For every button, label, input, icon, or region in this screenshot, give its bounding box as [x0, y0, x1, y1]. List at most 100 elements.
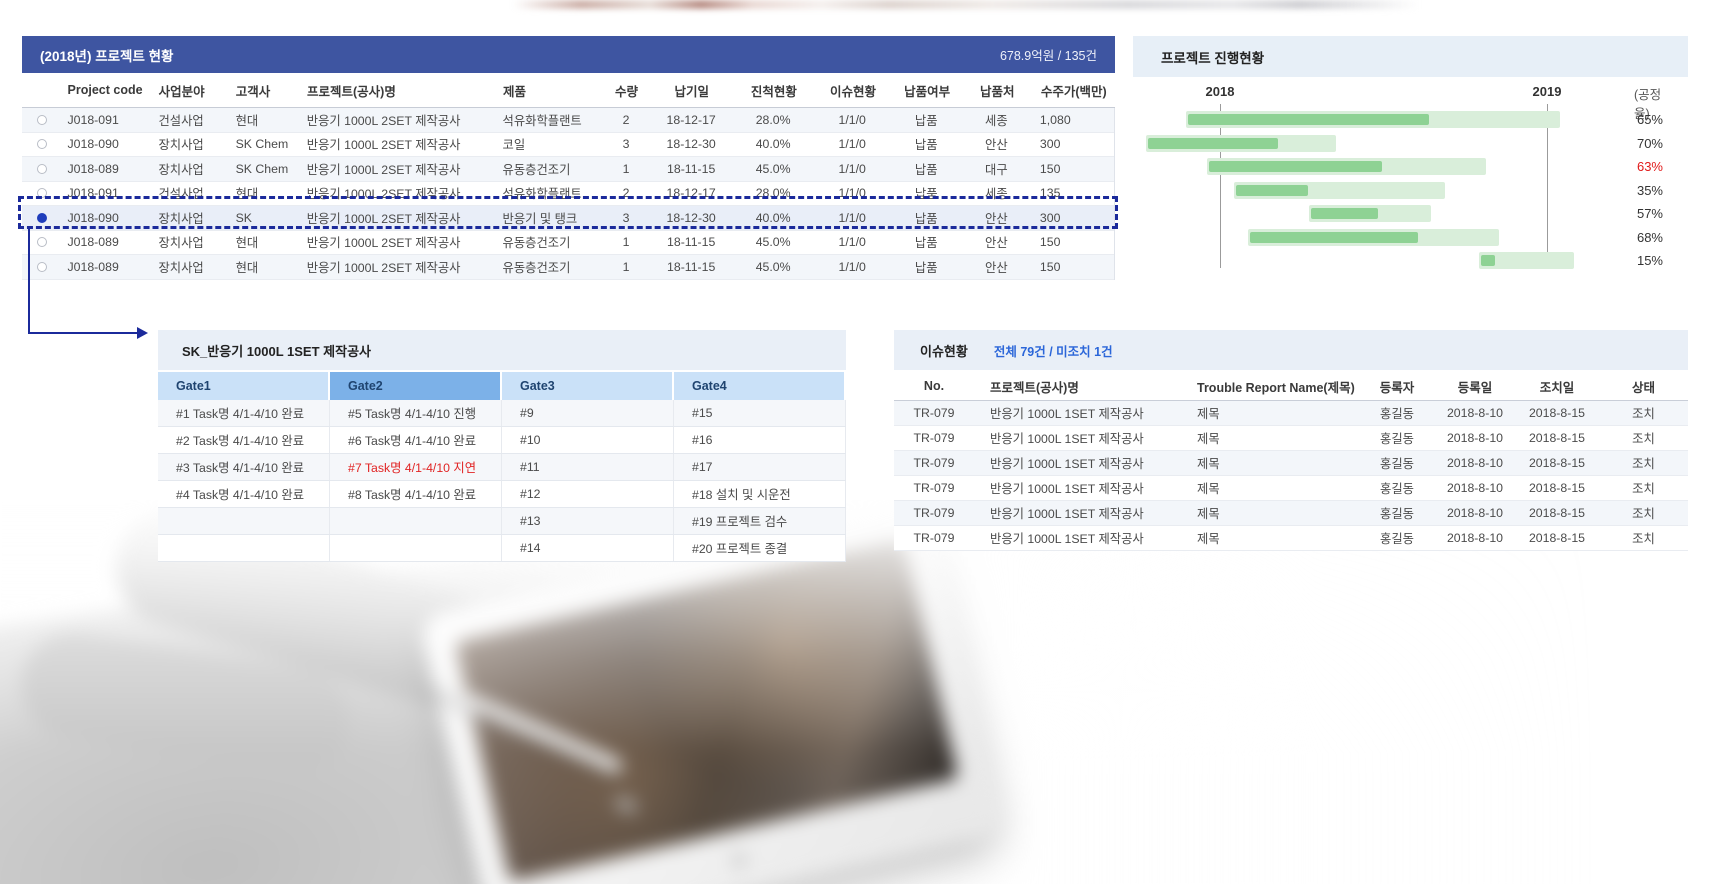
table-cell: 반응기 1000L 2SET 제작공사	[306, 113, 461, 128]
gantt-bar-progress	[1481, 255, 1495, 266]
table-cell: 18-12-30	[666, 137, 716, 152]
progress-rate-label: 15%	[1636, 253, 1663, 268]
table-cell: 반응기 1000L 1SET 제작공사	[990, 432, 1144, 446]
selection-arrow	[28, 229, 30, 333]
column-header: 조치일	[1539, 380, 1575, 395]
table-cell: 28.0%	[755, 112, 791, 127]
table-row[interactable]: J018-090 장치사업 SK Chem 반응기 1000L 2SET 제작공사 코일…	[22, 132, 1114, 157]
table-cell: 2018-8-15	[1528, 531, 1586, 545]
issue-table-row[interactable]: TR-079 반응기 1000L 1SET 제작공사 제목 홍길동 2018-8-10 2…	[894, 426, 1688, 451]
background-photo	[0, 500, 1710, 884]
table-cell: 건설사업	[158, 113, 204, 128]
radio-button[interactable]	[36, 188, 47, 199]
radio-button[interactable]	[36, 212, 47, 223]
table-cell: 3	[622, 137, 630, 152]
column-header: 사업분야	[158, 84, 205, 99]
table-cell: 현대	[235, 187, 259, 202]
progress-rate-label: 63%	[1636, 159, 1663, 174]
table-cell: 반응기 1000L 2SET 제작공사	[306, 187, 461, 202]
table-cell: 조치	[1632, 507, 1655, 521]
table-cell: 조치	[1632, 532, 1655, 546]
radio-cell	[22, 188, 62, 199]
table-cell: 반응기 1000L 1SET 제작공사	[990, 457, 1144, 471]
issue-table-row[interactable]: TR-079 반응기 1000L 1SET 제작공사 제목 홍길동 2018-8-10 2…	[894, 451, 1688, 476]
gate-task-cell: #5 Task명 4/1-4/10 진행	[330, 400, 502, 426]
table-cell: 3	[622, 210, 630, 225]
column-header: 프로젝트(공사)명	[307, 84, 396, 99]
radio-button[interactable]	[36, 261, 47, 272]
axis-year-label: 2019	[1532, 84, 1562, 99]
gantt-bar-progress	[1188, 114, 1429, 125]
radio-cell	[22, 237, 62, 248]
column-header: 제품	[502, 84, 526, 99]
panel-title: 프로젝트 진행현황	[1161, 50, 1265, 66]
table-cell: 제목	[1197, 507, 1220, 521]
selection-arrow-head-icon	[137, 327, 148, 339]
table-cell: 45.0%	[755, 259, 791, 274]
table-cell: 300	[1039, 210, 1061, 225]
rate-axis-label: (공정율)	[1634, 88, 1662, 121]
table-cell: TR-079	[913, 531, 955, 545]
gate-task-cell: #20 프로젝트 종결	[674, 535, 846, 561]
table-cell: TR-079	[913, 406, 955, 420]
table-row[interactable]: J018-090 장치사업 SK 반응기 1000L 2SET 제작공사 반응기 및 탱…	[22, 206, 1114, 231]
column-header: 등록자	[1379, 380, 1415, 395]
table-cell: 18-12-30	[666, 210, 716, 225]
gantt-row: 65%	[1133, 108, 1688, 132]
table-cell: 홍길동	[1380, 432, 1414, 446]
table-cell: 납품	[914, 113, 938, 128]
radio-button[interactable]	[36, 114, 47, 125]
table-cell: 2018-8-10	[1446, 431, 1504, 445]
issue-table-row[interactable]: TR-079 반응기 1000L 1SET 제작공사 제목 홍길동 2018-8-10 2…	[894, 476, 1688, 501]
table-cell: 28.0%	[755, 186, 791, 201]
table-cell: 납품	[914, 236, 938, 251]
gate-tab-gate3[interactable]: Gate3	[502, 372, 674, 400]
gantt-bar-plan	[1479, 252, 1574, 269]
gate-table-row: #4 Task명 4/1-4/10 완료 #8 Task명 4/1-4/10 완료…	[158, 481, 846, 508]
issue-table-row[interactable]: TR-079 반응기 1000L 1SET 제작공사 제목 홍길동 2018-8-10 2…	[894, 526, 1688, 551]
issue-table-row[interactable]: TR-079 반응기 1000L 1SET 제작공사 제목 홍길동 2018-8-10 2…	[894, 501, 1688, 526]
table-cell: 1	[622, 235, 630, 250]
table-cell: 반응기 1000L 2SET 제작공사	[306, 162, 461, 177]
gate-task-cell: #7 Task명 4/1-4/10 지연	[330, 454, 502, 480]
column-header: Trouble Report Name(제목)	[1197, 380, 1355, 395]
project-status-header: (2018년) 프로젝트 현황 678.9억원 / 135건	[22, 36, 1115, 73]
table-cell: 2018-8-15	[1528, 456, 1586, 470]
gate-tab-gate2[interactable]: Gate2	[330, 372, 502, 400]
column-header: 납품여부	[904, 84, 951, 99]
radio-button[interactable]	[36, 163, 47, 174]
background-photo-top-strip	[0, 0, 1710, 9]
table-row[interactable]: J018-089 장치사업 SK Chem 반응기 1000L 2SET 제작공사 유동…	[22, 157, 1114, 182]
table-row[interactable]: J018-089 장치사업 현대 반응기 1000L 2SET 제작공사 유동층건조기 1…	[22, 255, 1114, 280]
table-row[interactable]: J018-089 장치사업 현대 반응기 1000L 2SET 제작공사 유동층건조기 1…	[22, 230, 1114, 255]
table-cell: 2018-8-10	[1446, 481, 1504, 495]
table-row[interactable]: J018-091 건설사업 현대 반응기 1000L 2SET 제작공사 석유화학플랜트…	[22, 108, 1114, 133]
gate-table-row: #3 Task명 4/1-4/10 완료 #7 Task명 4/1-4/10 지연…	[158, 454, 846, 481]
table-cell: J018-091	[67, 186, 119, 201]
gate-task-cell: #9	[502, 400, 674, 426]
table-cell: 제목	[1197, 457, 1220, 471]
table-cell: 조치	[1632, 407, 1655, 421]
column-header: 이슈현황	[829, 84, 876, 99]
gate-table-body: #1 Task명 4/1-4/10 완료 #5 Task명 4/1-4/10 진행…	[158, 400, 846, 562]
table-cell: 1/1/0	[838, 137, 866, 152]
table-cell: 납품	[914, 260, 938, 275]
issue-table-row[interactable]: TR-079 반응기 1000L 1SET 제작공사 제목 홍길동 2018-8-10 2…	[894, 401, 1688, 426]
gate-task-cell: #6 Task명 4/1-4/10 완료	[330, 427, 502, 453]
gate-table-row: #2 Task명 4/1-4/10 완료 #6 Task명 4/1-4/10 완료…	[158, 427, 846, 454]
gate-tab-gate1[interactable]: Gate1	[158, 372, 330, 400]
gate-tab-gate4[interactable]: Gate4	[674, 372, 846, 400]
radio-button[interactable]	[36, 237, 47, 248]
gate-task-cell: #4 Task명 4/1-4/10 완료	[158, 481, 330, 507]
table-cell: 150	[1039, 259, 1061, 274]
table-row[interactable]: J018-091 건설사업 현대 반응기 1000L 2SET 제작공사 석유화학플랜트…	[22, 181, 1114, 206]
gate-task-cell: #16	[674, 427, 846, 453]
table-cell: 유동층건조기	[502, 162, 571, 177]
radio-cell	[22, 261, 62, 272]
table-cell: 납품	[914, 211, 938, 226]
table-cell: 2018-8-15	[1528, 406, 1586, 420]
radio-button[interactable]	[36, 139, 47, 150]
table-cell: 홍길동	[1380, 482, 1414, 496]
table-cell: 1	[622, 259, 630, 274]
